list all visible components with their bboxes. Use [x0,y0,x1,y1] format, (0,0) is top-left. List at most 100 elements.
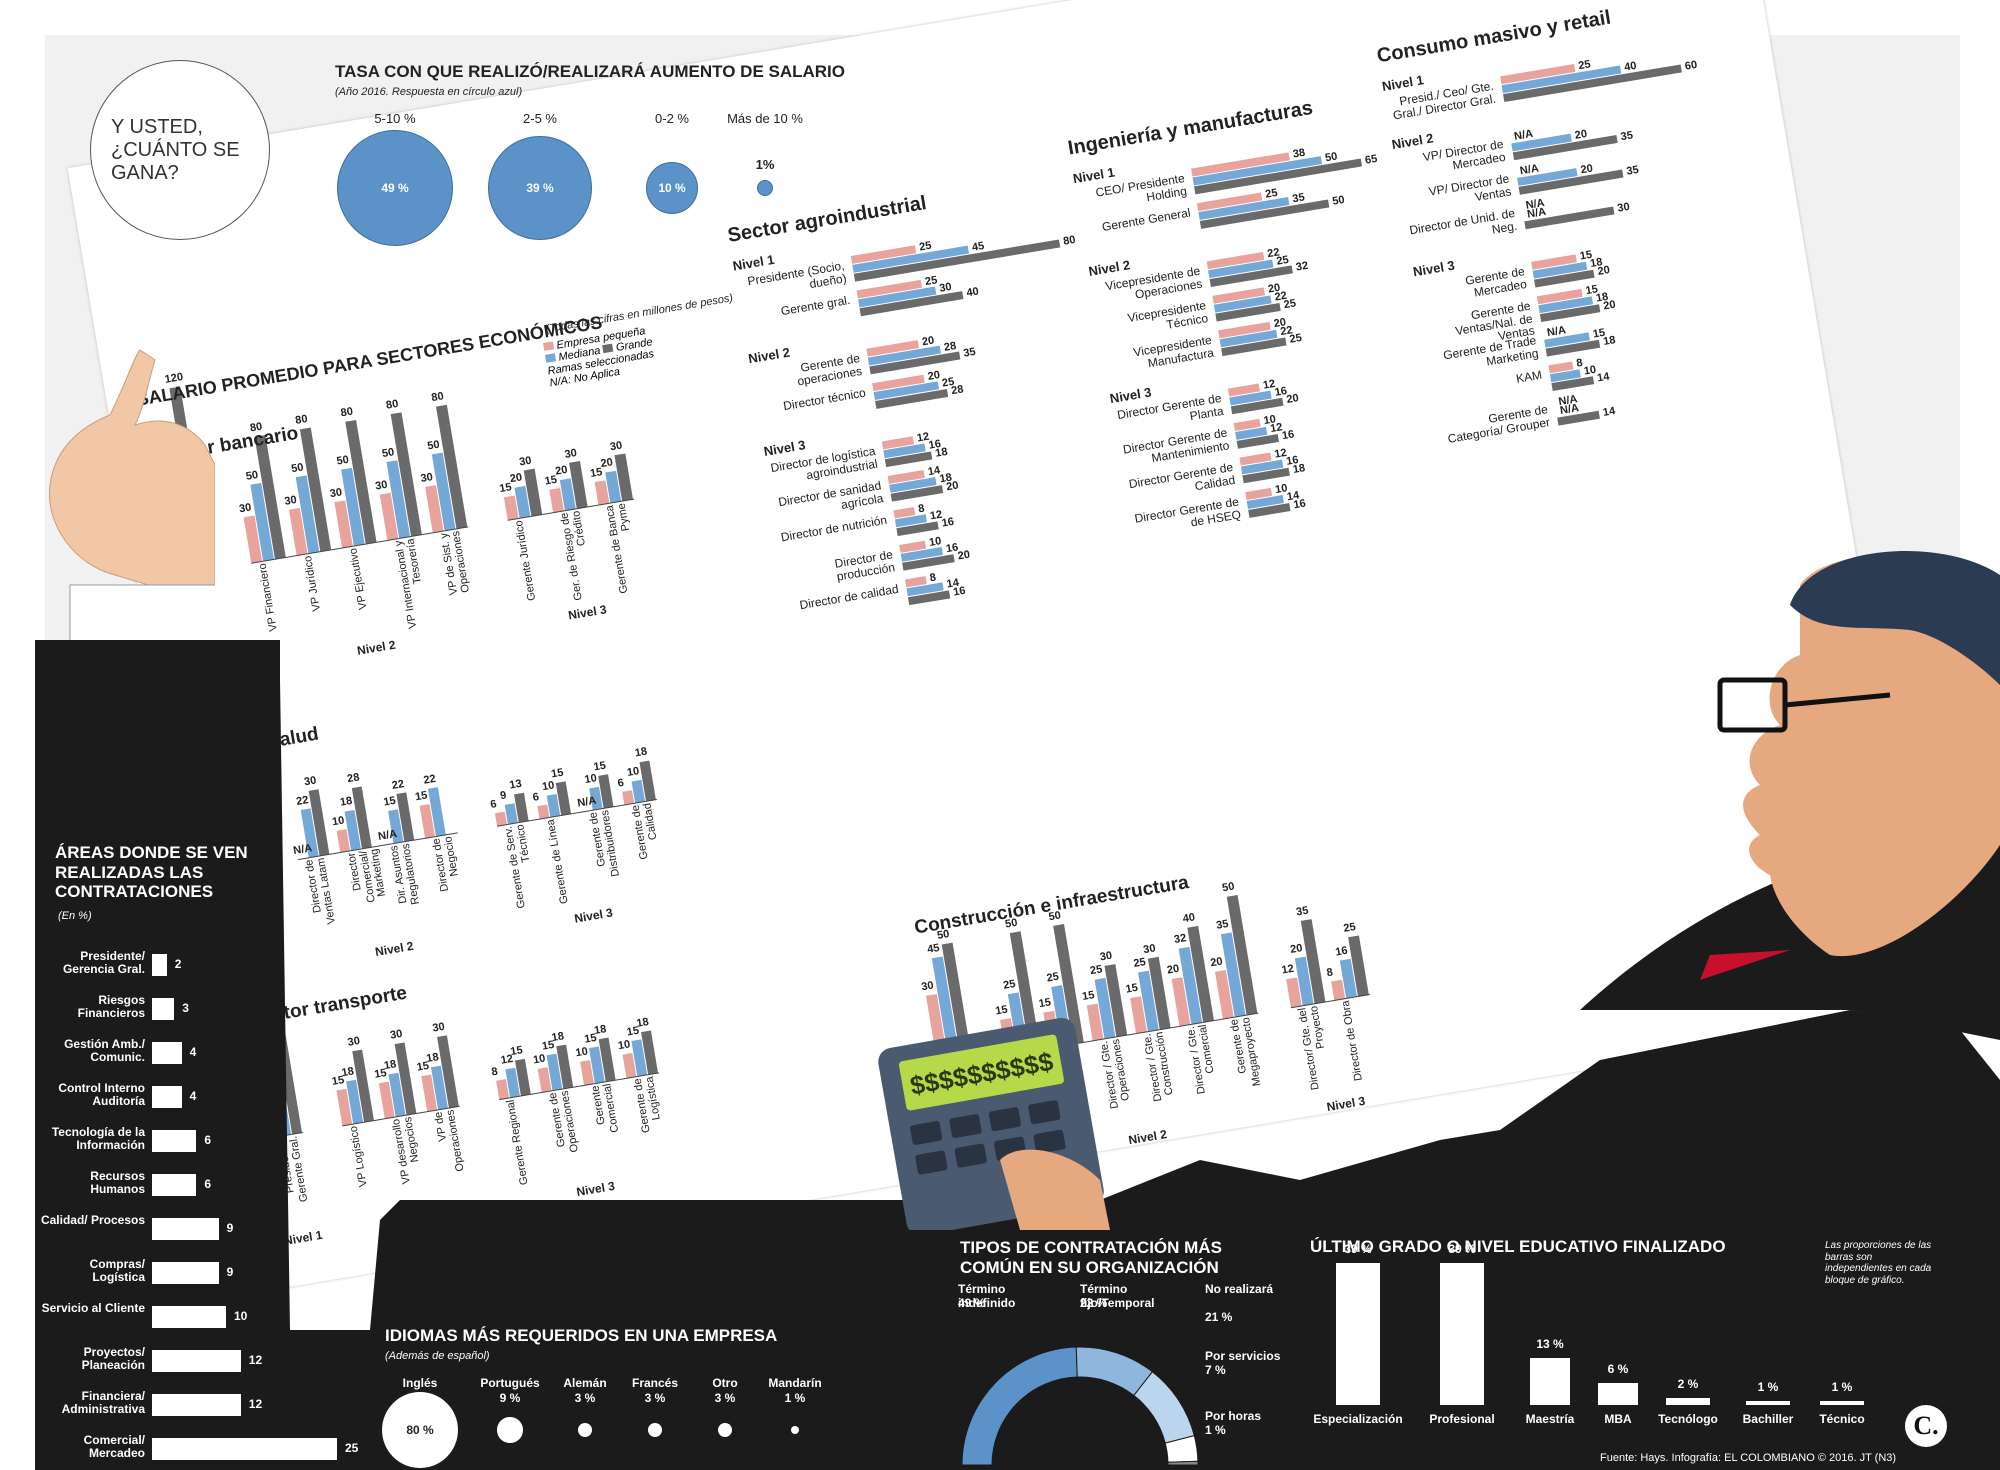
area-label: Presidente/ Gerencia Gral. [62,949,145,977]
bar [1187,925,1215,1023]
bar [254,435,286,560]
bar [622,790,635,805]
area-value: 4 [189,1045,197,1059]
bar [639,760,656,802]
area-value: 3 [182,1001,189,1015]
bar [1196,192,1263,212]
bar [1246,495,1284,509]
bar [867,345,941,366]
bar [1239,452,1272,466]
lang-value: 1 % [784,1391,806,1405]
area-bar [152,1438,337,1460]
lang-circle [717,1422,733,1438]
bar [906,582,944,597]
area-value: 25 [345,1441,359,1455]
area-bar [152,1174,197,1196]
bar [594,480,610,506]
bar [904,576,927,588]
bar [344,809,361,851]
rate-circle: 39 % [488,136,592,240]
bar [598,1037,616,1082]
bar [853,239,1061,282]
lang-label: Inglés [402,1376,438,1390]
bar [1138,970,1159,1032]
area-label: Financiera/ Administrativa [61,1389,145,1417]
bar [907,590,951,606]
bar [1194,158,1363,195]
bar [1534,269,1595,288]
bar [1104,964,1128,1037]
contract-value: 1 % [1205,1423,1226,1437]
bar [852,245,970,273]
bar [875,389,949,409]
hand-illustration [48,349,215,645]
bar [431,452,456,531]
area-value: 2 [174,957,182,971]
bar [1053,924,1084,1045]
bar [351,786,372,849]
area-bar [152,1086,182,1108]
bar [1240,459,1284,475]
bar [1551,376,1595,392]
bar [386,460,411,539]
bar [1518,169,1624,195]
bar [889,477,937,493]
lang-value: 9 % [499,1391,521,1405]
area-value: 12 [248,1397,263,1411]
bar [1286,977,1302,1008]
bar [1235,426,1268,440]
contract-gauge [961,1346,1199,1466]
axis-line [1290,994,1370,1009]
bar [336,1088,353,1126]
edu-bar [1530,1357,1570,1405]
bar [546,1053,563,1091]
bar [1227,383,1260,397]
edu-bar [1336,1262,1380,1405]
bar [622,1053,637,1079]
area-label: Riesgos Financieros [77,993,145,1021]
bar [419,804,435,839]
areas-sub: (En %) [58,910,92,922]
bar [494,811,507,827]
area-value: 9 [226,1265,234,1279]
area-bar [152,1042,182,1064]
bar [394,1042,417,1116]
area-label: Compras/ Logística [89,1257,145,1285]
bar [641,1030,659,1075]
bar [556,1044,574,1089]
bar [883,443,926,459]
contract-label: Por horas [1205,1409,1262,1423]
logo: C. [1905,1405,1947,1447]
bar [427,787,446,837]
area-label: Servicio al Cliente [41,1301,145,1315]
lang-value: 3 % [644,1391,666,1405]
edu-title: ÚLTIMO GRADO O NIVEL EDUCATIVO FINALIZAD… [1310,1237,1726,1256]
lang-circle [647,1422,663,1438]
bar [555,781,572,816]
area-bar [152,1306,226,1328]
contract-label: Por servicios [1205,1349,1281,1363]
bar [1503,64,1682,103]
bar [1512,135,1618,161]
bar [388,809,404,844]
area-bar [152,998,175,1020]
bar [1191,152,1290,177]
bar [289,507,308,556]
bar [1331,979,1346,1001]
bar [425,485,444,533]
bar [869,351,961,375]
bar [866,340,919,357]
edu-value: 39 % [1448,1241,1476,1256]
lang-circle [790,1425,800,1435]
area-label: Recursos Humanos [90,1169,145,1197]
bar [345,419,377,545]
bar [559,478,576,511]
bar [1532,261,1588,279]
edu-label: MBA [1604,1412,1632,1426]
bar [1226,894,1258,1016]
bar [537,1067,552,1093]
bar [421,1074,438,1112]
areas-title: ÁREAS DONDE SE VEN REALIZADAS LAS CONTRA… [55,843,248,902]
bar [1178,946,1203,1025]
axis-line [499,1072,660,1101]
